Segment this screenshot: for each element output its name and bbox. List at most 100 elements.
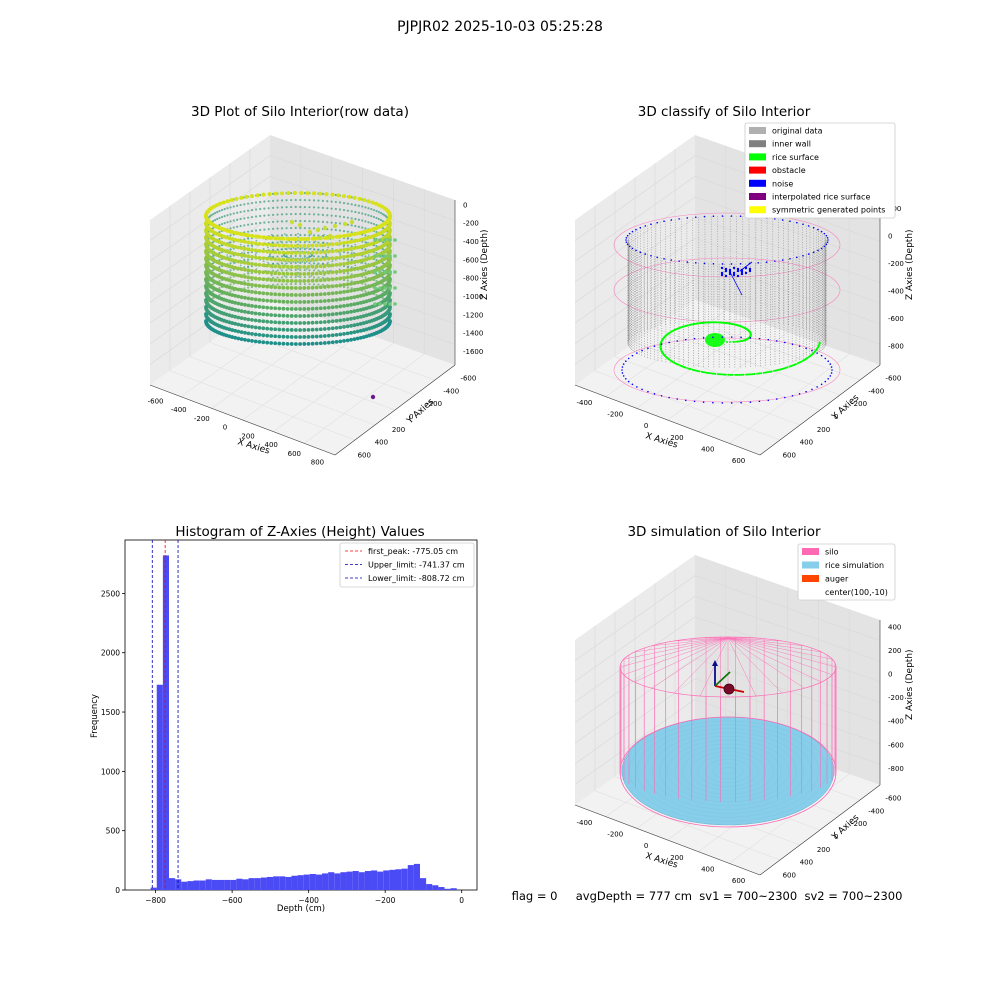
- classify-plot-title: 3D classify of Silo Interior: [638, 104, 811, 120]
- rice-surface-point: [725, 322, 728, 325]
- raw-data-point: [297, 247, 299, 249]
- raw-data-point: [373, 254, 377, 258]
- raw-data-point: [276, 213, 279, 216]
- raw-data-point: [352, 274, 357, 279]
- raw-data-point: [345, 240, 350, 245]
- y-tick-label: 500: [106, 827, 121, 836]
- raw-data-point: [349, 295, 353, 300]
- raw-data-point: [374, 226, 379, 231]
- raw-data-point: [265, 277, 270, 282]
- raw-data-point: [350, 231, 353, 234]
- noise-point: [829, 363, 832, 365]
- raw-data-point: [212, 247, 215, 251]
- raw-data-point: [308, 227, 311, 230]
- raw-data-point: [246, 275, 251, 280]
- raw-data-point: [243, 287, 246, 290]
- raw-data-point: [233, 265, 238, 270]
- raw-data-point: [310, 271, 315, 276]
- raw-data-point: [302, 321, 307, 325]
- raw-data-point: [322, 292, 327, 296]
- raw-data-point: [297, 232, 299, 235]
- raw-data-point: [302, 272, 307, 276]
- raw-data-point: [276, 220, 279, 223]
- raw-data-point: [338, 222, 342, 225]
- raw-data-point: [269, 292, 274, 296]
- x-axis-line: [574, 384, 761, 456]
- raw-data-point: [239, 281, 244, 286]
- raw-data-point: [370, 227, 375, 232]
- raw-data-point: [305, 236, 310, 241]
- raw-data-point: [214, 211, 217, 215]
- raw-data-point: [229, 213, 232, 216]
- histogram-bar: [279, 876, 286, 890]
- raw-data-point: [383, 238, 387, 242]
- raw-data-point: [314, 341, 319, 346]
- raw-data-point: [276, 269, 279, 272]
- raw-data-point: [246, 286, 250, 289]
- raw-data-point: [267, 235, 272, 240]
- raw-data-point: [290, 212, 293, 216]
- raw-data-point: [230, 286, 235, 290]
- y-tick-label: 0: [834, 413, 838, 421]
- histogram-bar: [309, 873, 316, 890]
- raw-data-point: [288, 247, 291, 250]
- raw-data-point: [230, 328, 235, 332]
- raw-data-point: [230, 321, 235, 325]
- raw-data-point: [290, 226, 293, 230]
- raw-data-point: [239, 323, 244, 328]
- grid-line: [149, 196, 271, 283]
- raw-data-point: [236, 315, 241, 320]
- raw-data-point: [236, 218, 239, 221]
- raw-data-point: [355, 287, 360, 292]
- raw-data-point: [247, 236, 249, 239]
- raw-data-point: [257, 262, 262, 267]
- noise-point: [647, 390, 649, 393]
- rice-surface-point: [706, 371, 709, 374]
- raw-data-point: [318, 285, 323, 290]
- rice-surface-point: [747, 373, 750, 376]
- raw-data-point: [305, 247, 308, 250]
- raw-data-point: [388, 302, 392, 306]
- histogram-bar: [162, 555, 169, 890]
- raw-data-point: [314, 334, 319, 339]
- raw-data-point: [214, 218, 217, 222]
- rice-simulation-mesh: [636, 724, 820, 818]
- raw-data-point: [318, 243, 323, 248]
- raw-data-point: [303, 261, 306, 265]
- histogram-y-label: Frequency: [90, 694, 100, 738]
- raw-data-point: [364, 283, 367, 286]
- raw-data-point: [326, 249, 331, 254]
- noise-point: [765, 261, 768, 263]
- y-tick-label: -200: [426, 400, 442, 408]
- raw-data-point: [334, 276, 339, 281]
- raw-data-point: [327, 261, 329, 264]
- raw-data-point: [317, 213, 320, 216]
- raw-data-point: [326, 333, 331, 338]
- raw-data-point: [244, 194, 249, 199]
- raw-data-point: [361, 279, 366, 283]
- raw-data-point: [269, 243, 274, 247]
- raw-data-point: [313, 248, 316, 251]
- raw-data-point: [232, 226, 235, 229]
- grid-line: [269, 175, 456, 242]
- raw-data-point: [271, 206, 275, 209]
- noise-point: [636, 386, 638, 388]
- raw-data-point: [290, 240, 293, 244]
- rice-surface-point: [743, 327, 746, 330]
- raw-data-point: [372, 222, 376, 226]
- raw-data-point: [289, 293, 294, 297]
- raw-data-point: [243, 260, 247, 265]
- raw-data-point: [354, 224, 357, 228]
- noise-point: [807, 225, 810, 227]
- raw-data-point: [302, 286, 307, 290]
- legend-swatch: [802, 561, 819, 569]
- raw-data-point: [334, 339, 339, 344]
- raw-data-point: [303, 226, 306, 230]
- x-tick-label: 600: [732, 457, 745, 465]
- raw-data-point: [257, 325, 262, 330]
- raw-data-point: [233, 258, 238, 263]
- rice-surface-point: [749, 332, 752, 335]
- rice-simulation-surface: [621, 716, 835, 826]
- raw-data-point: [383, 302, 387, 306]
- noise-point: [774, 260, 776, 262]
